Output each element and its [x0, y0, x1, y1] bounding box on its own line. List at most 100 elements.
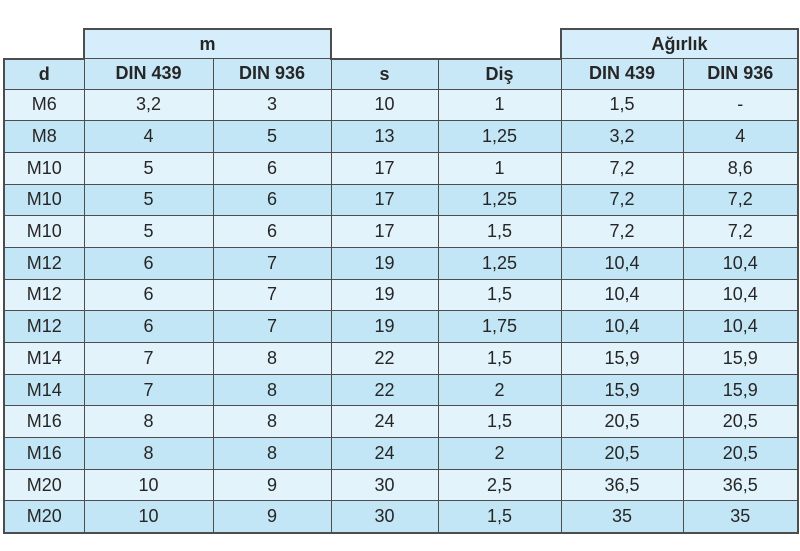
data-cell: 10 [83, 500, 214, 535]
data-cell: 19 [330, 246, 439, 280]
data-cell: 19 [330, 310, 439, 343]
table-row: M12 6 7 19 1,5 10,4 10,4 [3, 278, 800, 312]
data-cell: 15,9 [560, 342, 684, 375]
data-cell: 10,4 [560, 310, 684, 343]
data-cell: 13 [330, 120, 439, 153]
table-row: M16 8 8 24 1,5 20,5 20,5 [3, 405, 800, 439]
data-cell: 3 [212, 88, 332, 122]
data-cell: 15,9 [560, 373, 684, 407]
data-cell: 4 [83, 120, 214, 153]
data-cell: 7,2 [560, 151, 684, 185]
data-cell: 8 [212, 405, 332, 439]
data-cell: 24 [330, 405, 439, 439]
data-cell: 30 [330, 500, 439, 535]
data-cell: 1,5 [437, 215, 562, 248]
data-cell: 22 [330, 373, 439, 407]
data-cell: 7,2 [682, 183, 800, 217]
data-cell: 8,6 [682, 151, 800, 185]
spec-table: m Ağırlık d DIN 439 DIN 936 s Diş DIN 439 DIN 9… [3, 28, 800, 535]
data-cell: 20,5 [560, 405, 684, 439]
data-cell: 6 [212, 183, 332, 217]
row-label-cell: M14 [3, 342, 85, 375]
data-cell: 17 [330, 183, 439, 217]
data-cell: 3,2 [560, 120, 684, 153]
group-spacer [331, 29, 438, 59]
column-header-s: s [330, 57, 439, 90]
data-cell: 6 [83, 246, 214, 280]
spec-table-body: M6 3,2 3 10 1 1,5- M8 4 5 13 1,25 3,2 4 M10 5 6 17 1 7,2 8,… [3, 88, 800, 535]
data-cell: 10,4 [560, 278, 684, 312]
data-cell: 1,25 [437, 246, 562, 280]
table-row: M20 10 9 30 2,5 36,5 36,5 [3, 468, 800, 502]
data-cell: 19 [330, 278, 439, 312]
data-cell: 6 [83, 310, 214, 343]
table-row: M10 5 6 17 1,5 7,2 7,2 [3, 215, 800, 248]
data-cell: 5 [83, 183, 214, 217]
data-cell: 20,5 [560, 437, 684, 470]
data-cell: 30 [330, 468, 439, 502]
group-spacer [438, 29, 561, 59]
data-cell: 1,5 [437, 278, 562, 312]
data-cell: 15,9 [682, 373, 800, 407]
row-label-cell: M10 [3, 183, 85, 217]
data-cell: 9 [212, 468, 332, 502]
data-cell: 24 [330, 437, 439, 470]
column-header-d: d [3, 57, 85, 90]
data-cell: 36,5 [560, 468, 684, 502]
data-cell: 6 [83, 278, 214, 312]
row-label-cell: M8 [3, 120, 85, 153]
data-cell: 3,2 [83, 88, 214, 122]
data-cell: 2 [437, 437, 562, 470]
data-cell: 35 [560, 500, 684, 535]
column-header-dis-pitch: Diş [437, 57, 562, 90]
data-cell: 17 [330, 151, 439, 185]
row-label-cell: M16 [3, 437, 85, 470]
data-cell: 20,5 [682, 405, 800, 439]
data-cell: 1,5 [437, 405, 562, 439]
data-cell: 8 [83, 405, 214, 439]
row-label-cell: M16 [3, 405, 85, 439]
data-cell: 7 [212, 310, 332, 343]
group-header-cell: m [82, 28, 333, 59]
data-cell: 7,2 [560, 215, 684, 248]
data-cell: 10,4 [682, 310, 800, 343]
data-cell: 8 [212, 342, 332, 375]
data-cell: 35 [682, 500, 800, 535]
data-cell: 22 [330, 342, 439, 375]
column-header-m-din-936: DIN 936 [212, 58, 332, 90]
table-row: M10 5 6 17 1,25 7,2 7,2 [3, 183, 800, 217]
data-cell: 1,5 [560, 88, 684, 122]
row-label-cell: M14 [3, 373, 85, 407]
data-cell: 1,5 [437, 500, 562, 535]
table-row: M16 8 8 24 2 20,5 20,5 [3, 437, 800, 470]
spec-table-wrap: m Ağırlık d DIN 439 DIN 936 s Diş DIN 439 DIN 9… [3, 28, 800, 535]
data-cell: 10,4 [682, 278, 800, 312]
data-cell: 10,4 [560, 246, 684, 280]
row-label-cell: M10 [3, 215, 85, 248]
data-cell: 7 [83, 373, 214, 407]
table-row: M20 10 9 30 1,5 35 35 [3, 500, 800, 535]
data-cell: 10,4 [682, 246, 800, 280]
data-cell: 8 [212, 437, 332, 470]
data-cell: 6 [212, 215, 332, 248]
group-header-row: m Ağırlık [4, 28, 800, 59]
data-cell: 4 [682, 120, 800, 153]
data-cell: 20,5 [682, 437, 800, 470]
data-cell: 1,5 [437, 342, 562, 375]
data-cell: 1,75 [437, 310, 562, 343]
data-cell: 9 [212, 500, 332, 535]
data-cell: 8 [83, 437, 214, 470]
data-cell: 1 [437, 88, 562, 122]
column-header-row: d DIN 439 DIN 936 s Diş DIN 439 DIN 936 [3, 57, 800, 90]
column-header-m-din-439: DIN 439 [83, 58, 214, 90]
data-cell: 15,9 [682, 342, 800, 375]
data-cell: 8 [212, 373, 332, 407]
data-cell: 17 [330, 215, 439, 248]
table-row: M10 5 6 17 1 7,2 8,6 [3, 151, 800, 185]
data-cell: 7 [212, 278, 332, 312]
table-row: M14 7 8 22 1,5 15,9 15,9 [3, 342, 800, 375]
group-spacer [4, 29, 84, 59]
data-cell: 7 [83, 342, 214, 375]
table-row: M12 6 7 19 1,25 10,4 10,4 [3, 246, 800, 280]
column-header-agirlik-din-936: DIN 936 [682, 58, 800, 90]
